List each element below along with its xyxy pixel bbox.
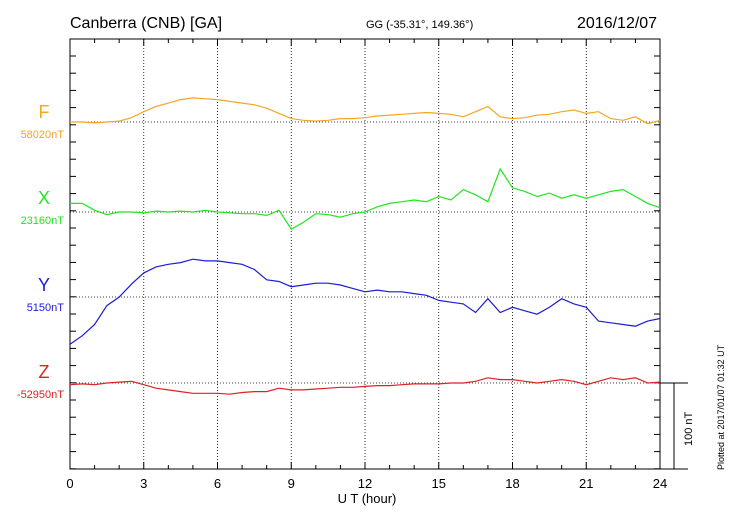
series-labels: F 58020nT X 23160nT Y 5150nT Z -52950nT [17, 102, 64, 401]
series-line-z [69, 377, 661, 395]
scale-bar-label: 100 nT [683, 411, 695, 446]
series-line-y [69, 258, 661, 345]
x-tick-label: 12 [358, 476, 372, 491]
axis-ticks: 0 3 6 9 12 15 18 21 24 [66, 39, 667, 491]
x-tick-label: 18 [505, 476, 519, 491]
series-group [69, 97, 661, 395]
plot-frame [69, 38, 661, 470]
x-tick-label: 21 [579, 476, 593, 491]
x-tick-label: 9 [288, 476, 295, 491]
grid-lines [70, 39, 660, 469]
date-label: 2016/12/07 [577, 15, 657, 32]
series-name-x: X [38, 188, 50, 208]
plotted-note: Plotted at 2017/01/07 01:32 UT [716, 344, 726, 470]
series-name-f: F [39, 102, 50, 122]
x-tick-label: 0 [66, 476, 73, 491]
x-tick-label: 15 [432, 476, 446, 491]
x-axis-label: U T (hour) [338, 491, 397, 506]
series-baseline-f: 58020nT [21, 129, 65, 141]
x-tick-label: 6 [214, 476, 221, 491]
station-title: Canberra (CNB) [GA] [70, 15, 222, 32]
series-baseline-y: 5150nT [27, 302, 65, 314]
coordinates-label: GG (-35.31°, 149.36°) [366, 19, 473, 31]
series-baseline-x: 23160nT [21, 215, 65, 227]
x-tick-label: 3 [140, 476, 147, 491]
series-line-f [70, 97, 661, 125]
series-name-z: Z [39, 362, 50, 382]
series-line-x [70, 167, 661, 230]
x-tick-label: 24 [653, 476, 667, 491]
series-name-y: Y [38, 275, 50, 295]
series-baseline-z: -52950nT [17, 389, 64, 401]
